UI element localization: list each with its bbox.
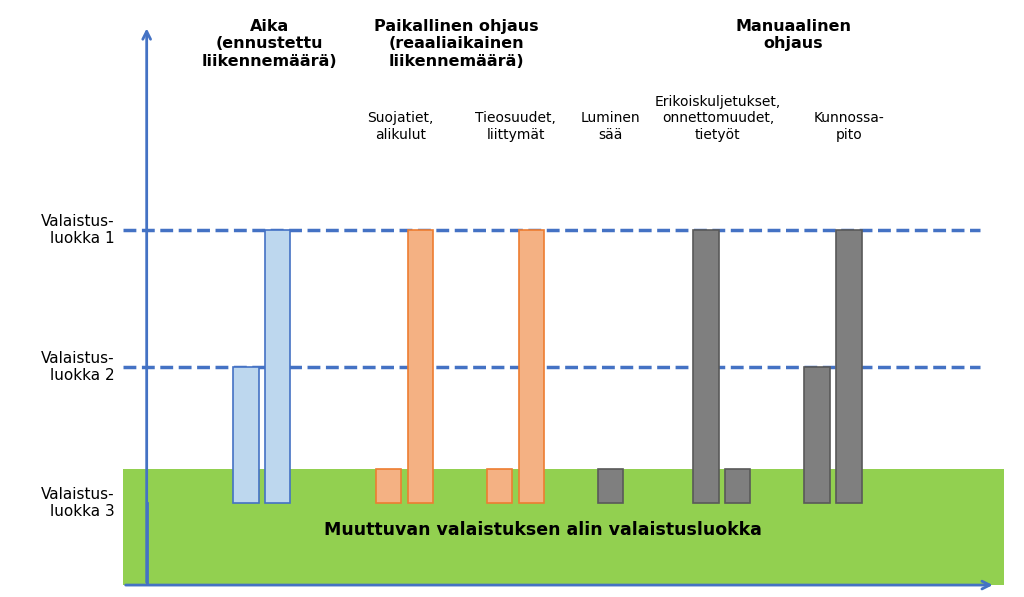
Text: Valaistus-
luokka 1: Valaistus- luokka 1 [41,214,115,247]
Bar [408,230,433,503]
Bar [598,469,624,503]
Bar [233,367,258,503]
Bar [725,469,751,503]
Text: Kunnossa-
pito: Kunnossa- pito [813,112,884,141]
Text: Suojatiet,
alikulut: Suojatiet, alikulut [368,112,434,141]
Bar [487,469,512,503]
Text: Valaistus-
luokka 3: Valaistus- luokka 3 [41,487,115,519]
Text: Aika
(ennustettu
liikennemäärä): Aika (ennustettu liikennemäärä) [202,19,338,69]
Text: Valaistus-
luokka 2: Valaistus- luokka 2 [41,350,115,383]
Bar [805,367,829,503]
Text: Luminen
sää: Luminen sää [581,112,641,141]
Bar [693,230,719,503]
Bar [376,469,401,503]
Bar [837,230,861,503]
Bar [519,230,544,503]
Text: Erikoiskuljetukset,
onnettomuudet,
tietyöt: Erikoiskuljetukset, onnettomuudet, tiety… [654,95,781,141]
Bar [265,230,290,503]
Text: Muuttuvan valaistuksen alin valaistusluokka: Muuttuvan valaistuksen alin valaistusluo… [325,521,762,540]
Text: Tieosuudet,
liittymät: Tieosuudet, liittymät [475,112,556,141]
Text: Paikallinen ohjaus
(reaaliaikainen
liikennemäärä): Paikallinen ohjaus (reaaliaikainen liike… [374,19,539,69]
Text: Manuaalinen
ohjaus: Manuaalinen ohjaus [735,19,851,51]
Bar [123,469,1004,585]
